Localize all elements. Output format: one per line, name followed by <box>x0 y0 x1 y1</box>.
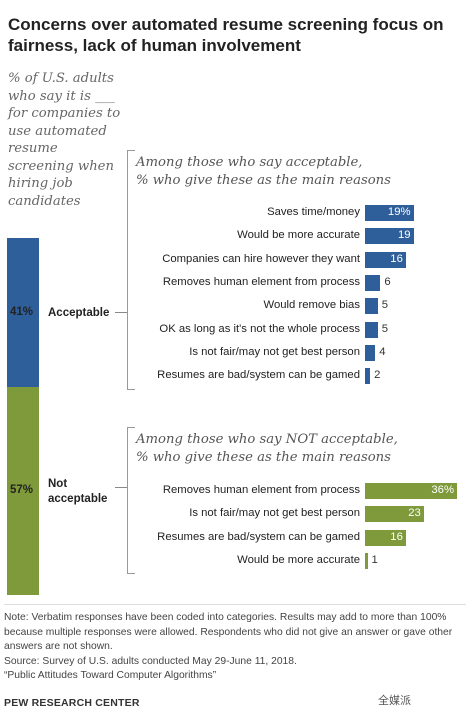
not-acceptable-bracket <box>127 427 135 574</box>
acceptable-reason-bar <box>365 205 414 221</box>
acceptable-reason-label: OK as long as it's not the whole process <box>159 322 360 335</box>
acceptable-reason-bar <box>365 344 376 361</box>
acceptable-reason-label: Resumes are bad/system can be gamed <box>157 369 360 382</box>
acceptable-reason-value: 4 <box>379 345 386 358</box>
acceptable-reason-label: Saves time/money <box>267 206 360 218</box>
stacked-bar-acceptable <box>7 238 39 388</box>
acceptable-bracket <box>127 150 135 390</box>
not-acceptable-reason-label: Would be more accurate <box>237 553 360 566</box>
acceptable-reason-value: 2 <box>374 369 381 382</box>
not-acceptable-label: Not acceptable <box>48 478 108 506</box>
acceptable-reason-label: Removes human element from process <box>162 275 360 288</box>
chart-subtitle: % of U.S. adults who say it is ___ for c… <box>8 71 121 209</box>
acceptable-reason-bar <box>365 274 381 291</box>
acceptable-reason-bar <box>365 251 406 268</box>
not-acceptable-reason-label: Removes human element from process <box>162 484 360 496</box>
acceptable-reason-value: 19 <box>397 229 411 242</box>
acceptable-reason-bar <box>365 228 414 245</box>
not-acceptable-reason-bar <box>365 483 457 499</box>
not-acceptable-reason-value: 23 <box>408 507 421 520</box>
acceptable-connector <box>115 312 127 313</box>
not-acceptable-reason-value: 1 <box>371 553 378 566</box>
not-acceptable-reason-label: Is not fair/may not get best person <box>189 507 360 520</box>
not-acceptable-reason-value: 16 <box>390 530 403 543</box>
not-acceptable-connector <box>115 487 127 488</box>
not-acceptable-reason-value: 36% <box>431 484 454 496</box>
not-acceptable-reason-bar <box>365 529 406 546</box>
pew-research-center-logo-text: PEW RESEARCH CENTER <box>4 697 140 709</box>
acceptable-reason-label: Would be more accurate <box>237 229 360 242</box>
acceptable-reason-label: Would remove bias <box>263 299 361 312</box>
not-acceptable-reason-label: Resumes are bad/system can be gamed <box>157 530 360 543</box>
not-acceptable-reasons-heading: Among those who say NOT acceptable, % wh… <box>136 432 398 465</box>
chart-note: Note: Verbatim responses have been coded… <box>4 612 453 652</box>
stacked-bar-not-acceptable <box>7 387 39 595</box>
not-acceptable-reason-bar <box>365 552 368 569</box>
acceptable-reasons-heading: Among those who say acceptable, % who gi… <box>136 155 391 188</box>
acceptable-reason-value: 5 <box>381 322 389 335</box>
acceptable-reason-bar <box>365 321 378 338</box>
chart-title: Concerns over automated resume screening… <box>8 15 444 55</box>
acceptable-reason-value: 6 <box>384 275 391 288</box>
acceptable-reason-bar <box>365 368 371 385</box>
acceptable-percent-label: 41% <box>10 305 34 318</box>
watermark: 全媒派 <box>378 695 411 707</box>
acceptable-label: Acceptable <box>48 306 110 319</box>
chart-source: Source: Survey of U.S. adults conducted … <box>4 656 297 667</box>
acceptable-reason-bar <box>365 298 378 315</box>
acceptable-reason-value: 19% <box>387 206 411 218</box>
acceptable-reason-label: Companies can hire however they want <box>162 252 360 265</box>
acceptable-reason-value: 5 <box>381 299 389 312</box>
divider <box>4 604 466 605</box>
not-acceptable-percent-label: 57% <box>10 484 34 497</box>
report-title: “Public Attitudes Toward Computer Algori… <box>4 670 217 681</box>
not-acceptable-reason-bar <box>365 506 424 523</box>
acceptable-reason-value: 16 <box>390 252 403 265</box>
acceptable-reason-label: Is not fair/may not get best person <box>189 345 360 358</box>
